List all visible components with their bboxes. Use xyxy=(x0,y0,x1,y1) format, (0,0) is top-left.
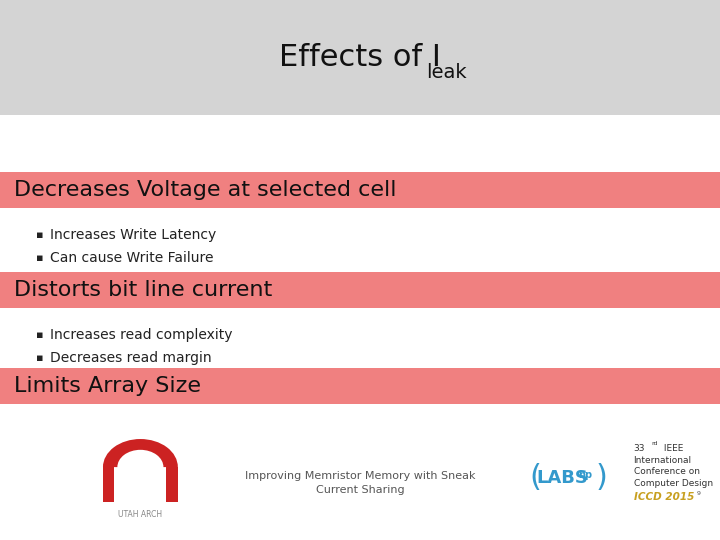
Text: Increases read complexity: Increases read complexity xyxy=(50,328,233,342)
Text: leak: leak xyxy=(426,63,467,82)
Text: ▪: ▪ xyxy=(36,353,43,363)
Text: Distorts bit line current: Distorts bit line current xyxy=(14,280,273,300)
Text: LABS: LABS xyxy=(536,469,588,487)
Text: Computer Design: Computer Design xyxy=(634,480,713,488)
Text: International: International xyxy=(634,456,692,464)
Text: hp: hp xyxy=(578,470,593,480)
Text: 33: 33 xyxy=(634,444,645,453)
FancyBboxPatch shape xyxy=(103,467,114,502)
Text: Limits Array Size: Limits Array Size xyxy=(14,376,202,396)
FancyBboxPatch shape xyxy=(166,467,178,502)
Bar xyxy=(0,272,720,308)
Text: ): ) xyxy=(595,463,607,492)
Text: (: ( xyxy=(529,463,541,492)
Text: Decreases Voltage at selected cell: Decreases Voltage at selected cell xyxy=(14,180,397,200)
Bar xyxy=(0,368,720,404)
Text: Can cause Write Failure: Can cause Write Failure xyxy=(50,251,214,265)
Text: Decreases read margin: Decreases read margin xyxy=(50,351,212,365)
Bar xyxy=(0,172,720,208)
Text: Increases Write Latency: Increases Write Latency xyxy=(50,228,217,242)
Text: Effects of I: Effects of I xyxy=(279,43,441,72)
Bar xyxy=(0,0,720,115)
Text: ▪: ▪ xyxy=(36,230,43,240)
Text: Improving Memristor Memory with Sneak
Current Sharing: Improving Memristor Memory with Sneak Cu… xyxy=(245,471,475,495)
Text: UTAH ARCH: UTAH ARCH xyxy=(118,510,163,519)
Text: Conference on: Conference on xyxy=(634,468,700,476)
Text: ▪: ▪ xyxy=(36,330,43,340)
Text: ICCD 2015: ICCD 2015 xyxy=(634,492,694,502)
Text: ▪: ▪ xyxy=(36,253,43,263)
Text: IEEE: IEEE xyxy=(661,444,683,453)
Text: 9: 9 xyxy=(697,491,701,496)
Text: rd: rd xyxy=(652,441,658,447)
Wedge shape xyxy=(103,439,178,467)
